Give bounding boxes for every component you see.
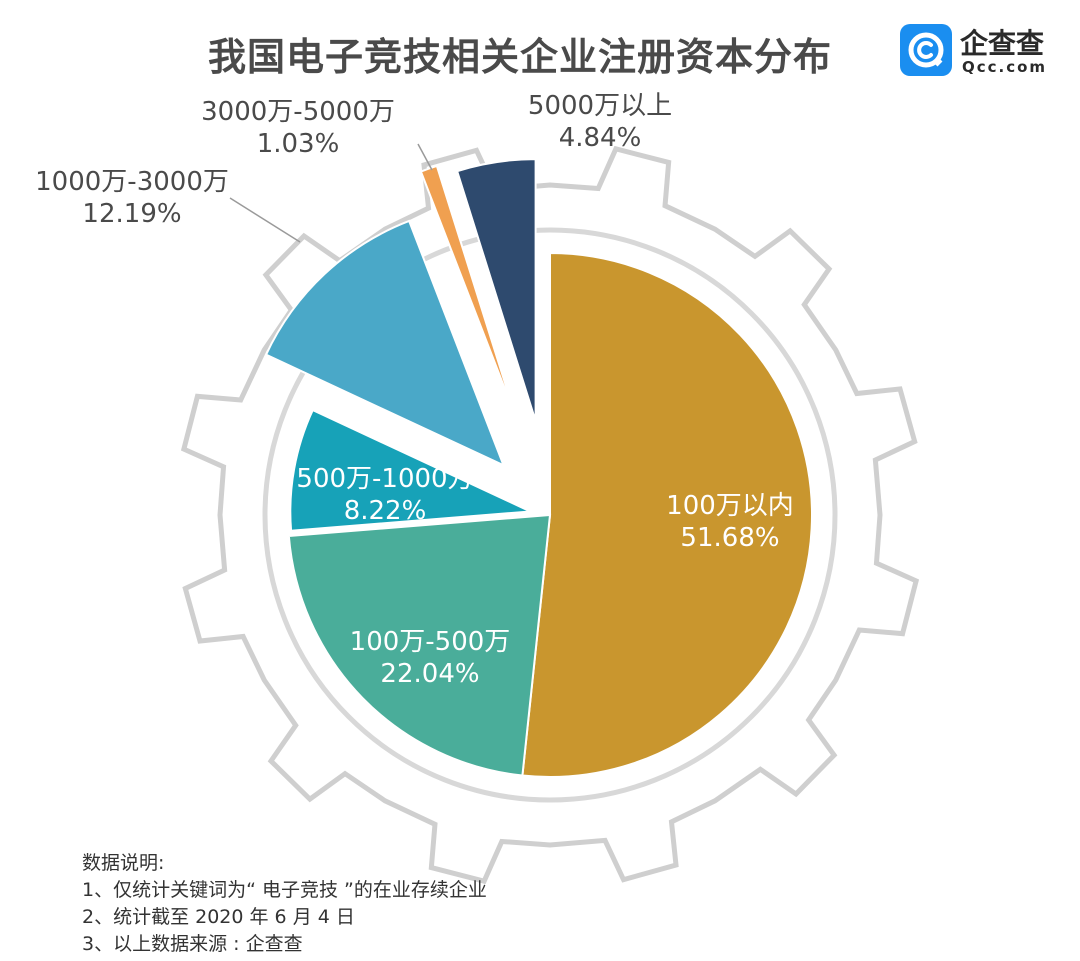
gear-inner-ring: [262, 227, 838, 803]
logo-domain: Qcc.com: [962, 58, 1048, 76]
notes-line: 2、统计截至 2020 年 6 月 4 日: [82, 906, 355, 928]
pie-slices: [264, 158, 813, 778]
callout-3000-5000w: 3000万-5000万 1.03%: [188, 96, 408, 160]
pie-slice: [455, 158, 537, 422]
pie-slice: [521, 251, 813, 778]
leader-line: [417, 143, 433, 171]
slice-label-500-1000w: 500万-1000万 8.22%: [290, 463, 480, 527]
slice-category: 1000万-3000万: [35, 167, 229, 197]
logo-name: 企查查: [960, 27, 1045, 60]
slice-category: 100万-500万: [349, 627, 511, 657]
leader-line: [229, 197, 301, 243]
slice-percent: 22.04%: [380, 659, 480, 689]
slice-percent: 12.19%: [82, 199, 182, 229]
callout-5000w-plus: 5000万以上 4.84%: [500, 90, 700, 154]
slice-category: 100万以内: [666, 491, 794, 521]
qcc-logo-icon: [900, 24, 952, 76]
data-notes: 数据说明: 1、仅统计关键词为“ 电子竞技 ”的在业存续企业 2、统计截至 20…: [82, 850, 487, 958]
notes-heading: 数据说明:: [82, 852, 165, 874]
slice-label-100w-inner: 100万以内 51.68%: [640, 490, 820, 554]
callout-1000-3000w: 1000万-3000万 12.19%: [32, 166, 232, 230]
slice-percent: 51.68%: [680, 523, 780, 553]
notes-line: 1、仅统计关键词为“ 电子竞技 ”的在业存续企业: [82, 879, 487, 901]
slice-percent: 8.22%: [343, 496, 427, 526]
slice-category: 5000万以上: [527, 91, 673, 121]
slice-percent: 4.84%: [558, 123, 642, 153]
pie-slice: [289, 408, 535, 532]
slice-category: 3000万-5000万: [201, 97, 395, 127]
notes-line: 3、以上数据来源 : 企查查: [82, 933, 303, 955]
chart-title: 我国电子竞技相关企业注册资本分布: [207, 35, 832, 79]
pie-slice: [419, 164, 517, 417]
pie-slice: [287, 513, 552, 777]
slice-label-100-500w: 100万-500万 22.04%: [340, 626, 520, 690]
leader-lines: [229, 143, 433, 243]
qcc-logo: 企查查 Qcc.com: [900, 24, 1060, 82]
slice-category: 500万-1000万: [296, 464, 474, 494]
slice-percent: 1.03%: [256, 129, 340, 159]
pie-slice: [264, 219, 506, 468]
